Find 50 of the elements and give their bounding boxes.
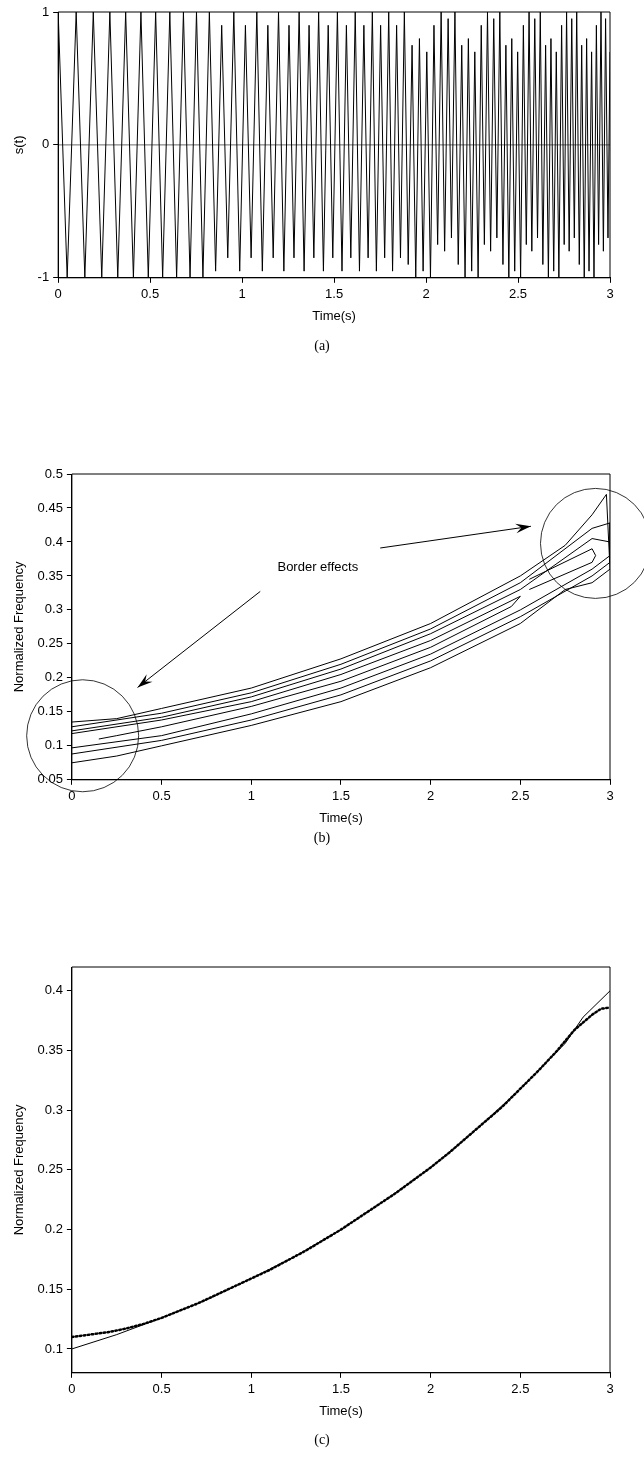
- x-tick-label: 2: [427, 788, 435, 804]
- x-axis-title: Time(s): [319, 809, 363, 825]
- y-tick-label: 0.2: [44, 1221, 63, 1237]
- x-tick-label: 1.5: [325, 286, 344, 302]
- x-tick-label: 1.5: [331, 788, 350, 804]
- y-tick-label: 0.4: [44, 982, 63, 998]
- x-tick-label: 1.5: [331, 1381, 350, 1397]
- y-tick-label: 0.15: [37, 703, 63, 719]
- x-tick-label: 2.5: [511, 1381, 530, 1397]
- x-tick-label: 1: [247, 788, 255, 804]
- x-tick-label: 2.5: [508, 286, 528, 302]
- y-tick-label: 0.5: [44, 465, 63, 481]
- y-tick-label: 0.05: [37, 771, 63, 787]
- y-tick-label: 0.35: [37, 1042, 63, 1058]
- x-tick-label: 2: [427, 1381, 435, 1397]
- y-tick-label: 0.1: [44, 737, 63, 753]
- x-tick-label: 0.5: [152, 788, 171, 804]
- x-tick-label: 2: [422, 286, 430, 302]
- x-tick-label: 1: [238, 286, 246, 302]
- x-tick-label: 2.5: [511, 788, 530, 804]
- y-tick-label: 0.25: [37, 635, 63, 651]
- y-tick-label: 0.4: [44, 533, 63, 549]
- x-tick-label: 3: [606, 788, 614, 804]
- y-tick-label: 0.25: [37, 1161, 63, 1177]
- y-tick-label: 0.35: [37, 567, 63, 583]
- text: (a): [313, 338, 331, 354]
- y-axis-title: Normalized Frequency: [11, 1104, 27, 1236]
- text: (b): [312, 830, 332, 846]
- y-tick-label: 0.1: [44, 1340, 63, 1356]
- x-axis-title: Time(s): [319, 1402, 363, 1418]
- y-axis-title: s(t): [11, 135, 27, 155]
- y-tick-label: 0.3: [44, 601, 63, 617]
- x-tick-label: 1: [247, 1381, 255, 1397]
- x-tick-label: 0.5: [141, 286, 160, 302]
- y-tick-label: 0.3: [44, 1101, 63, 1117]
- y-tick-label: 0.2: [44, 669, 63, 685]
- y-tick-label: -1: [37, 269, 50, 285]
- x-tick-label: 3: [606, 286, 614, 302]
- x-tick-label: 0: [68, 788, 76, 804]
- x-tick-label: 0.5: [152, 1381, 171, 1397]
- annotation: Border effects: [277, 558, 359, 574]
- y-axis-title: Normalized Frequency: [11, 561, 27, 693]
- y-tick-label: 1: [41, 3, 50, 19]
- y-tick-label: 0: [41, 136, 50, 152]
- x-axis-title: Time(s): [312, 307, 356, 323]
- y-tick-label: 0.45: [37, 499, 63, 515]
- text: (c): [313, 1432, 331, 1448]
- x-tick-label: 3: [606, 1381, 614, 1397]
- x-tick-label: 0: [68, 1381, 76, 1397]
- y-tick-label: 0.15: [37, 1280, 63, 1296]
